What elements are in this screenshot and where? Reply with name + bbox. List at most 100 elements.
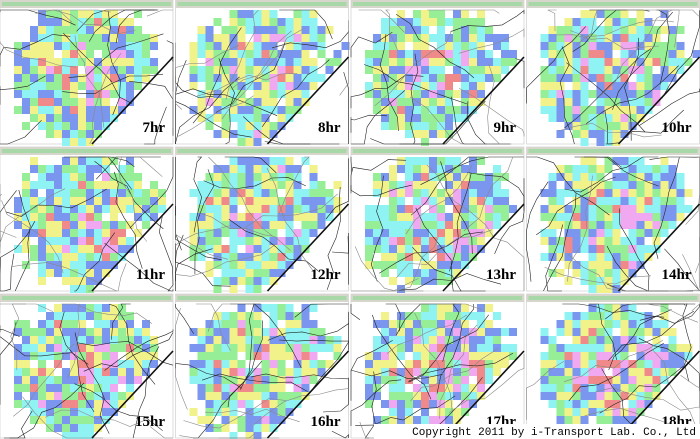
mesh-cell: [389, 277, 397, 285]
mesh-cell: [405, 74, 413, 82]
mesh-cell: [245, 352, 254, 360]
road: [564, 156, 659, 193]
road: [350, 114, 388, 133]
mesh-cell: [389, 320, 397, 328]
mesh-cell: [253, 122, 262, 130]
mesh-cell: [62, 408, 70, 416]
mesh-cell: [501, 58, 509, 66]
toolbar-strip: [528, 2, 698, 6]
mesh-cell: [237, 106, 246, 114]
mesh-cell: [373, 34, 381, 42]
mesh-cell: [221, 189, 230, 197]
mesh-cell: [94, 181, 102, 189]
mesh-cell: [604, 221, 613, 229]
mesh-cell: [261, 130, 270, 138]
mesh-cell: [102, 344, 110, 352]
mesh-cell: [628, 173, 637, 181]
mesh-cell: [373, 213, 381, 221]
mesh-cell: [54, 189, 62, 197]
mesh-cell: [445, 229, 453, 237]
mesh-cell: [277, 114, 286, 122]
mesh-cell: [245, 384, 254, 392]
mesh-cell: [588, 130, 597, 138]
mesh-cell: [572, 18, 581, 26]
mesh-cell: [493, 181, 501, 189]
mesh-cell: [134, 42, 142, 50]
mesh-cell: [668, 50, 677, 58]
mesh-cell: [381, 312, 389, 320]
mesh-cell: [277, 392, 286, 400]
mesh-cell: [636, 42, 645, 50]
mesh-cell: [293, 229, 302, 237]
mesh-cell: [261, 304, 270, 312]
mesh-cell: [493, 205, 501, 213]
mesh-cell: [588, 66, 597, 74]
mesh-cell: [421, 165, 429, 173]
mesh-cell: [126, 197, 134, 205]
mesh-cell: [572, 320, 581, 328]
mesh-cell: [437, 189, 445, 197]
road: [111, 303, 131, 340]
mesh-cell: [389, 90, 397, 98]
mesh-cell: [612, 360, 621, 368]
mesh-cell: [309, 229, 318, 237]
mesh-cell: [261, 98, 270, 106]
mesh-cell: [46, 50, 54, 58]
mesh-cell: [277, 74, 286, 82]
mesh-cell: [572, 106, 581, 114]
mesh-cell: [652, 213, 661, 221]
mesh-cell: [189, 245, 198, 253]
mesh-cell: [397, 50, 405, 58]
mesh-cell: [421, 173, 429, 181]
mesh-cell: [429, 58, 437, 66]
road: [267, 323, 349, 341]
mesh-cell: [38, 221, 46, 229]
mesh-cell: [110, 197, 118, 205]
mesh-cell: [453, 205, 461, 213]
mesh-cell: [572, 173, 581, 181]
mesh-cell: [205, 34, 214, 42]
road: [196, 73, 298, 97]
mesh-cell: [445, 344, 453, 352]
mesh-cell: [110, 253, 118, 261]
mesh-cell: [493, 344, 501, 352]
mesh-cell: [197, 253, 206, 261]
mesh-cell: [548, 66, 557, 74]
mesh-cell: [54, 400, 62, 408]
mesh-cell: [237, 197, 246, 205]
mesh-cell: [54, 130, 62, 138]
mesh-cell: [429, 304, 437, 312]
mesh-cell: [134, 181, 142, 189]
mesh-cell: [596, 328, 605, 336]
mesh-cell: [556, 245, 565, 253]
mesh-cell: [397, 106, 405, 114]
mesh-cell: [309, 66, 318, 74]
mesh-cell: [229, 42, 238, 50]
mesh-cell: [126, 328, 134, 336]
mesh-cell: [253, 368, 262, 376]
mesh-cell: [652, 98, 661, 106]
mesh-cell: [293, 245, 302, 253]
mesh-cell: [644, 229, 653, 237]
mesh-cell: [365, 352, 373, 360]
mesh-cell: [540, 213, 549, 221]
mesh-cell: [389, 253, 397, 261]
mesh-cell: [261, 173, 270, 181]
mesh-cell: [189, 213, 198, 221]
mesh-cell: [588, 26, 597, 34]
mesh-cell: [70, 245, 78, 253]
mesh-cell: [70, 181, 78, 189]
mesh-cell: [213, 352, 222, 360]
mesh-cell: [134, 173, 142, 181]
mesh-cell: [70, 205, 78, 213]
mesh-cell: [644, 213, 653, 221]
mesh-cell: [413, 360, 421, 368]
mesh-cell: [245, 189, 254, 197]
mesh-cell: [620, 368, 629, 376]
mesh-cell: [62, 42, 70, 50]
mesh-cell: [596, 320, 605, 328]
mesh-cell: [461, 18, 469, 26]
mesh-cell: [636, 384, 645, 392]
mesh-cell: [269, 392, 278, 400]
